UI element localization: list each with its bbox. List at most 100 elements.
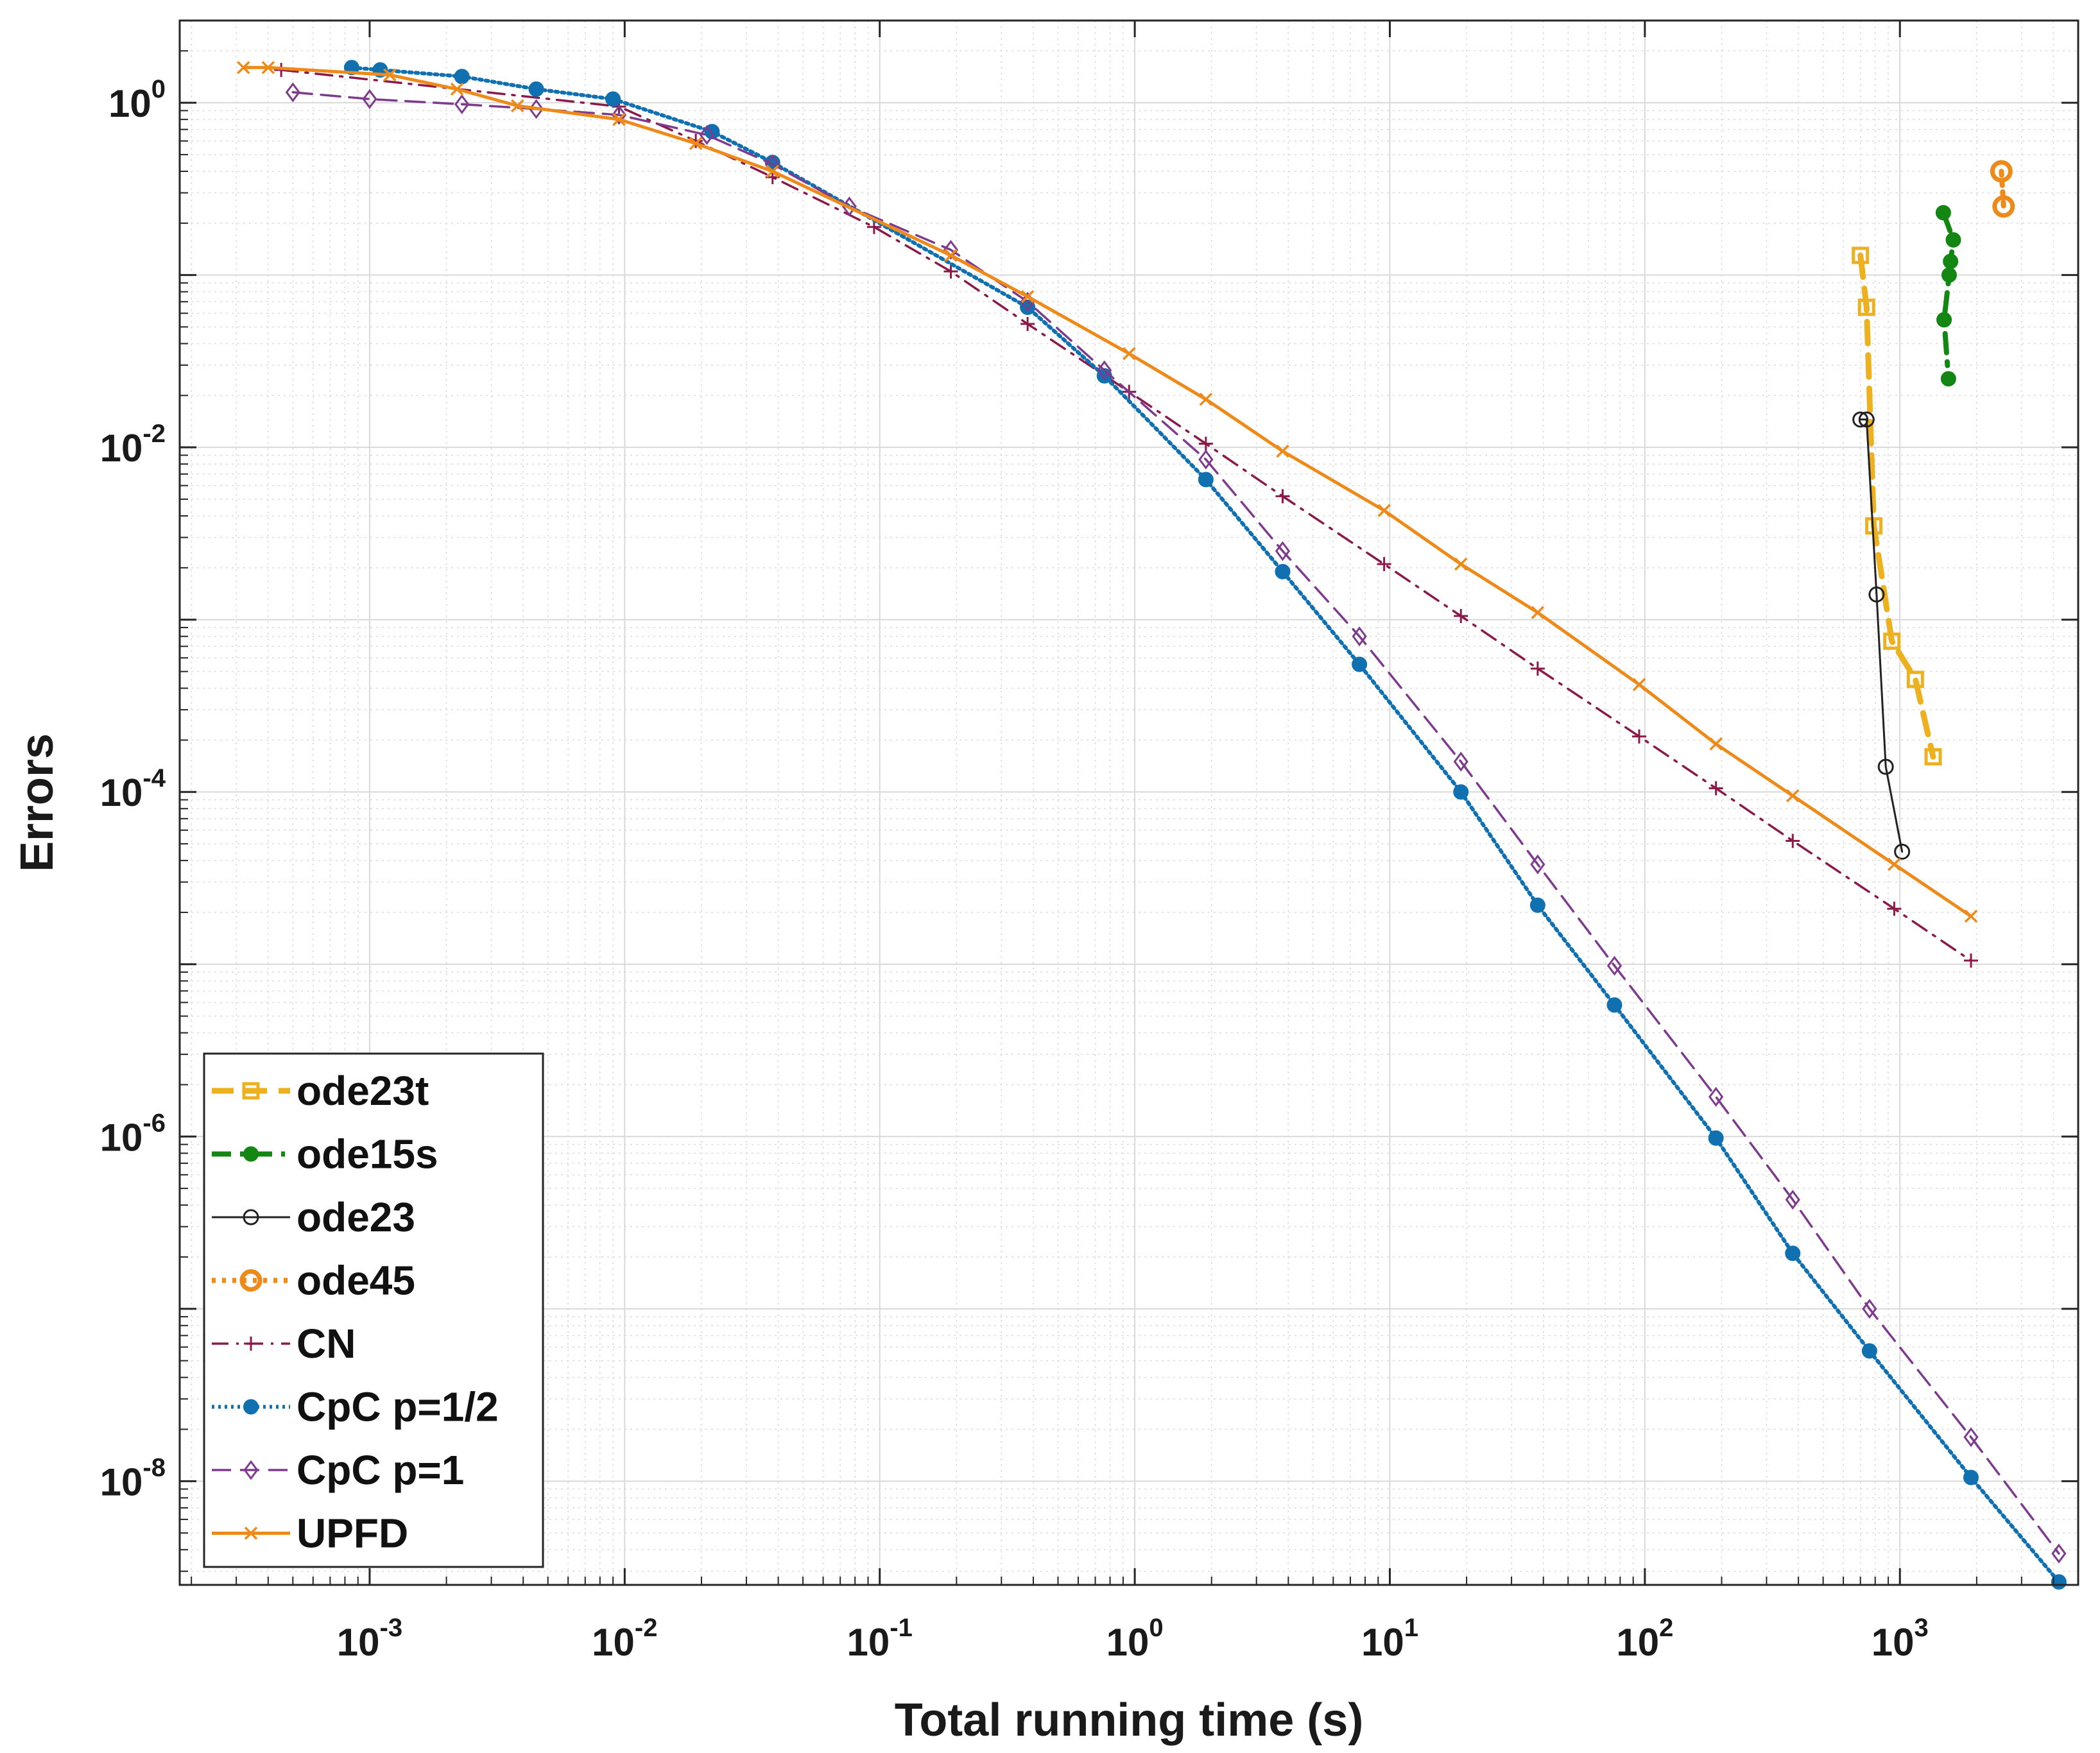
- data-point-ode23: [1858, 411, 1875, 428]
- data-point-ode15s: [1943, 253, 1959, 269]
- data-point-cpc-p-1: [285, 82, 300, 103]
- data-point-ode23t: [1852, 246, 1870, 264]
- minor-grid: [180, 20, 2079, 1585]
- data-point-ode45: [1992, 195, 2015, 218]
- data-point-cpc-p-1-2: [605, 91, 621, 107]
- legend: ode23t ode15s ode23 ode45 CN CpC p=1/2 CpC p=1…: [203, 1052, 544, 1568]
- legend-marker-ode15s: [243, 1146, 259, 1162]
- legend-label-ode23: ode23: [297, 1194, 415, 1240]
- legend-box: [203, 1052, 544, 1568]
- data-point-upfd: [383, 68, 397, 82]
- data-point-upfd: [511, 99, 524, 113]
- legend-label-cpc-p-1-2: CpC p=1/2: [297, 1384, 499, 1430]
- data-point-upfd: [450, 82, 464, 96]
- series-upfd: [237, 61, 1978, 923]
- legend-item-upfd: UPFD: [212, 1510, 408, 1557]
- legend-item-ode45: ode45: [212, 1258, 415, 1304]
- series-cpc-p-1: [285, 82, 2067, 1564]
- data-point-cpc-p-1-2: [1708, 1130, 1724, 1146]
- data-point-cpc-p-1: [1198, 449, 1214, 470]
- data-point-upfd: [689, 137, 703, 150]
- legend-item-cpc-p-1-2: CpC p=1/2: [212, 1384, 499, 1430]
- data-point-cpc-p-1-2: [528, 81, 544, 97]
- legend-item-ode15s: ode15s: [212, 1131, 438, 1177]
- data-point-cn: [1530, 661, 1545, 676]
- data-point-cpc-p-1-2: [1453, 784, 1469, 800]
- x-tick-label: 10-3: [337, 1614, 402, 1664]
- data-point-upfd: [766, 164, 779, 178]
- data-point-upfd: [1276, 444, 1289, 458]
- data-point-ode15s: [1941, 267, 1957, 283]
- x-tick-label: 10-1: [847, 1614, 913, 1664]
- data-point-ode23: [1852, 411, 1869, 428]
- data-point-cpc-p-1: [1963, 1427, 1979, 1448]
- data-point-cpc-p-1: [943, 239, 959, 260]
- data-point-cn: [943, 264, 958, 278]
- x-tick-label: 10-2: [592, 1614, 657, 1664]
- series-line-cpc-p-1-2: [349, 65, 2061, 1584]
- data-point-cpc-p-1: [1862, 1299, 1877, 1319]
- legend-marker-cn: [244, 1337, 258, 1351]
- y-tick-label: 10-4: [100, 764, 166, 814]
- legend-label-ode15s: ode15s: [297, 1131, 438, 1177]
- data-point-cn: [1377, 557, 1391, 572]
- data-point-cpc-p-1: [1352, 626, 1367, 647]
- data-point-ode23t: [1924, 748, 1942, 765]
- data-point-upfd: [1709, 737, 1723, 751]
- data-point-upfd: [261, 61, 275, 74]
- data-point-upfd: [1454, 557, 1468, 571]
- data-point-ode23t: [1857, 298, 1875, 316]
- data-point-cpc-p-1-2: [1861, 1343, 1877, 1359]
- data-point-cpc-p-1: [454, 94, 470, 114]
- legend-label-cpc-p-1: CpC p=1: [297, 1447, 464, 1493]
- data-point-cpc-p-1-2: [454, 69, 470, 85]
- data-point-cpc-p-1-2: [1529, 897, 1545, 913]
- data-point-cpc-p-1: [1606, 955, 1622, 976]
- data-point-ode15s: [1940, 371, 1956, 387]
- data-point-cpc-p-1: [1097, 360, 1112, 381]
- data-point-cpc-p-1-2: [1275, 563, 1291, 579]
- data-point-cpc-p-1-2: [1785, 1245, 1801, 1261]
- data-point-cpc-p-1: [2051, 1543, 2067, 1564]
- ticks-layer: [180, 20, 2079, 1585]
- data-point-upfd: [1377, 504, 1391, 517]
- series-line-cpc-p-1: [291, 91, 2060, 1555]
- data-point-cpc-p-1: [611, 105, 627, 125]
- data-point-ode15s: [1945, 232, 1961, 248]
- y-tick-label: 10-2: [100, 420, 166, 470]
- data-point-cn: [1454, 609, 1468, 624]
- data-point-cpc-p-1: [699, 124, 714, 145]
- legend-item-cpc-p-1: CpC p=1: [212, 1447, 464, 1493]
- data-point-ode45: [1990, 160, 2013, 183]
- data-point-cpc-p-1-2: [1963, 1469, 1979, 1485]
- axes-frame: [178, 19, 2079, 1586]
- data-point-ode23: [1868, 586, 1885, 603]
- data-point-upfd: [1199, 393, 1213, 406]
- data-point-cpc-p-1: [1785, 1190, 1800, 1210]
- data-point-cn: [1020, 316, 1035, 331]
- data-point-cpc-p-1: [362, 89, 377, 109]
- data-point-cpc-p-1-2: [1606, 997, 1622, 1013]
- x-tick-label: 101: [1361, 1614, 1418, 1664]
- data-point-cpc-p-1-2: [1352, 656, 1368, 672]
- data-point-upfd: [1888, 857, 1901, 871]
- data-point-cn: [1198, 436, 1213, 451]
- data-point-cn: [1632, 729, 1647, 744]
- series-ode15s: [1935, 205, 1961, 387]
- data-point-upfd: [944, 248, 958, 262]
- x-tick-label: 103: [1872, 1614, 1929, 1664]
- data-point-ode23: [1894, 843, 1911, 860]
- series-line-ode23: [1859, 418, 1904, 853]
- data-point-upfd: [1531, 606, 1545, 619]
- legend-label-ode23t: ode23t: [297, 1068, 429, 1114]
- legend-marker-ode23t: [242, 1082, 260, 1100]
- data-point-cn: [1708, 781, 1723, 796]
- data-point-cn: [1964, 953, 1979, 968]
- legend-marker-cpc-p-1: [243, 1460, 259, 1480]
- legend-item-ode23t: ode23t: [212, 1068, 429, 1114]
- data-point-upfd: [1632, 678, 1646, 692]
- x-tick-label: 102: [1616, 1614, 1673, 1664]
- data-point-ode23t: [1906, 671, 1924, 688]
- data-point-cpc-p-1: [1453, 751, 1468, 772]
